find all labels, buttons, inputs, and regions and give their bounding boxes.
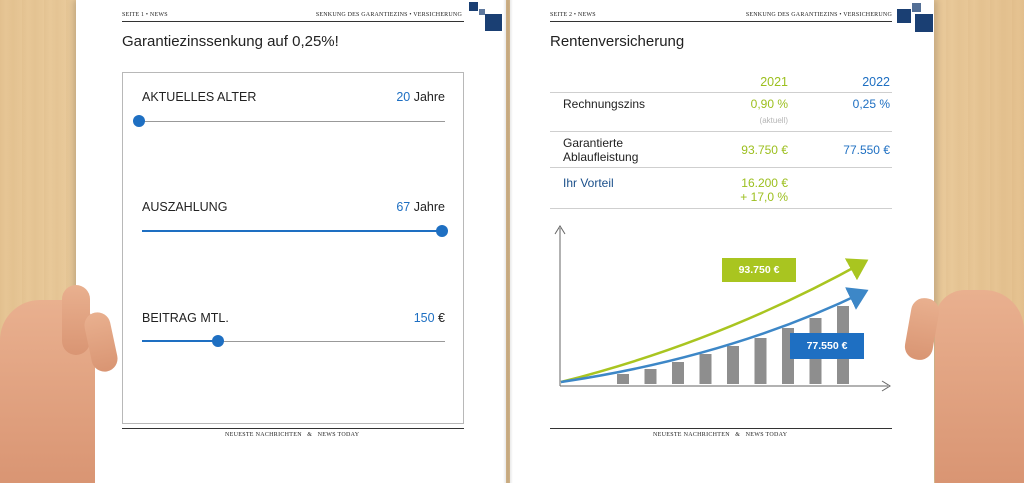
row-rate-note: (aktuell) bbox=[759, 116, 788, 125]
age-slider-value: 20 Jahre bbox=[396, 90, 445, 104]
table-rule-1 bbox=[550, 131, 892, 132]
col-2021-header: 2021 bbox=[760, 75, 788, 89]
green-value-badge: 93.750 € bbox=[722, 258, 796, 282]
right-page bbox=[510, 0, 934, 483]
payout-slider-thumb[interactable] bbox=[436, 225, 448, 237]
green-growth-line bbox=[560, 258, 869, 384]
right-header-label: SEITE 2 • NEWS bbox=[550, 12, 596, 18]
table-rule-2 bbox=[550, 167, 892, 168]
blue-value-badge: 77.550 € bbox=[790, 333, 864, 359]
row-advantage-2021: 16.200 € + 17,0 % bbox=[740, 176, 788, 204]
x-axis-arrow bbox=[881, 380, 891, 392]
left-header-label: SEITE 1 • NEWS bbox=[122, 12, 168, 18]
left-footer: NEUESTE NACHRICHTEN & NEWS TODAY bbox=[225, 432, 360, 438]
age-slider-label: AKTUELLES ALTER bbox=[142, 90, 257, 104]
chart-bar bbox=[672, 362, 684, 384]
contribution-slider-thumb[interactable] bbox=[212, 335, 224, 347]
page-fold bbox=[503, 0, 513, 483]
left-page-title: Garantiezinssenkung auf 0,25%! bbox=[122, 33, 339, 50]
row-guarantee-2021: 93.750 € bbox=[741, 143, 788, 157]
chart-bar bbox=[727, 346, 739, 384]
left-header-topic: SENKUNG DES GARANTIEZINS • VERSICHERUNG bbox=[315, 12, 462, 18]
left-footer-rule bbox=[122, 428, 464, 429]
row-advantage-label: Ihr Vorteil bbox=[563, 176, 614, 190]
row-rate-2021: 0,90 % bbox=[750, 97, 788, 111]
col-2022-header: 2022 bbox=[862, 75, 890, 89]
right-page-title: Rentenversicherung bbox=[550, 33, 685, 50]
right-header-rule bbox=[550, 21, 892, 22]
chart-bar bbox=[754, 338, 767, 384]
right-header-topic: SENKUNG DES GARANTIEZINS • VERSICHERUNG bbox=[745, 12, 892, 18]
blue-growth-line bbox=[560, 287, 869, 384]
row-guarantee-label: Garantierte Ablaufleistung bbox=[563, 136, 639, 164]
table-rule-bottom bbox=[550, 208, 892, 209]
contribution-slider-value: 150 € bbox=[413, 311, 445, 325]
chart-bar bbox=[617, 374, 629, 384]
payout-slider-label: AUSZAHLUNG bbox=[142, 200, 228, 214]
payout-slider-value: 67 Jahre bbox=[396, 200, 445, 214]
right-footer: NEUESTE NACHRICHTEN & NEWS TODAY bbox=[653, 432, 788, 438]
y-axis-arrow bbox=[554, 225, 566, 235]
contribution-slider-label: BEITRAG MTL. bbox=[142, 311, 229, 325]
right-footer-rule bbox=[550, 428, 892, 429]
table-rule-top bbox=[550, 92, 892, 93]
left-header-rule bbox=[122, 21, 464, 22]
calculator-panel bbox=[122, 72, 464, 424]
chart-bar bbox=[699, 354, 712, 384]
left-page bbox=[76, 0, 506, 483]
age-slider-thumb[interactable] bbox=[133, 115, 145, 127]
row-guarantee-2022: 77.550 € bbox=[843, 143, 890, 157]
chart-bar bbox=[644, 369, 657, 384]
row-rate-2022: 0,25 % bbox=[852, 97, 890, 111]
row-rate-label: Rechnungszins bbox=[563, 97, 646, 111]
growth-chart bbox=[554, 225, 891, 392]
